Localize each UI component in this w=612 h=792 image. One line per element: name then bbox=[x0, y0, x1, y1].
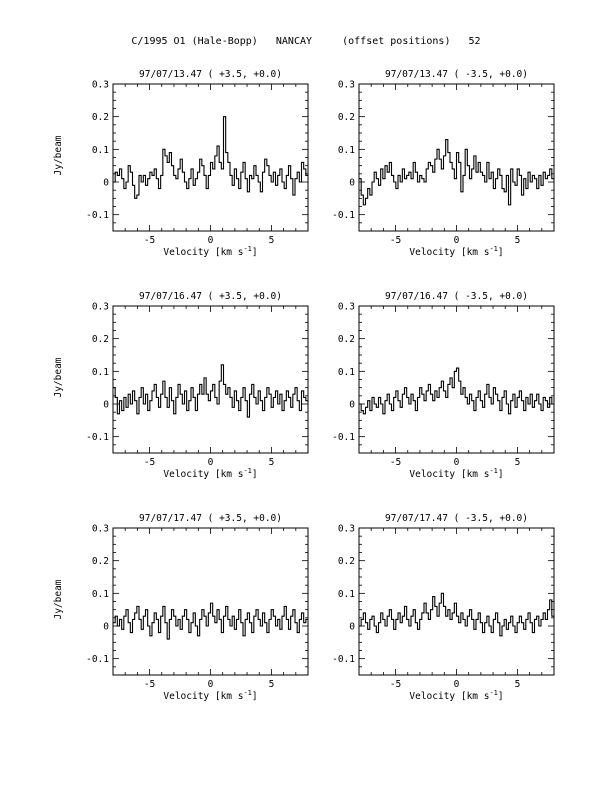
y-tick-label: 0.3 bbox=[338, 524, 355, 535]
y-tick-label: 0.2 bbox=[338, 556, 355, 567]
y-tick-label: -0.1 bbox=[332, 654, 355, 665]
plot-frame bbox=[112, 83, 309, 232]
y-tick-label: 0.3 bbox=[92, 302, 109, 313]
spectrum-line bbox=[359, 138, 554, 206]
panel-title: 97/07/13.47 ( +3.5, +0.0) bbox=[139, 69, 282, 80]
y-tick-label: -0.1 bbox=[86, 654, 109, 665]
y-tick-label: 0.1 bbox=[338, 367, 355, 378]
x-tick-label: 5 bbox=[515, 679, 521, 690]
y-tick-label: 0.2 bbox=[92, 334, 109, 345]
spectrum-line bbox=[113, 116, 308, 199]
y-tick-label: 0 bbox=[103, 400, 109, 411]
x-tick-label: -5 bbox=[390, 679, 401, 690]
y-tick-label: -0.1 bbox=[332, 432, 355, 443]
panel-title: 97/07/16.47 ( -3.5, +0.0) bbox=[385, 291, 528, 302]
x-tick-label: 5 bbox=[515, 235, 521, 246]
spectrum-panel: -0.1 0 0.1 0.2 0.3 -5 0 5 97/07/16.47 ( -3.5, +0… bbox=[332, 291, 555, 480]
y-tick-label: 0.3 bbox=[338, 302, 355, 313]
y-tick-label: -0.1 bbox=[86, 432, 109, 443]
y-tick-label: -0.1 bbox=[86, 210, 109, 221]
x-tick-label: -5 bbox=[390, 457, 401, 468]
x-tick-label: 0 bbox=[208, 679, 214, 690]
x-tick-label: -5 bbox=[390, 235, 401, 246]
y-tick-label: 0.2 bbox=[92, 112, 109, 123]
y-tick-label: 0.2 bbox=[338, 334, 355, 345]
y-axis-label: Jy/beam bbox=[53, 579, 64, 619]
x-axis-label: Velocity [km s-1] bbox=[163, 467, 257, 480]
x-axis-label: Velocity [km s-1] bbox=[409, 245, 503, 258]
panel-title: 97/07/16.47 ( +3.5, +0.0) bbox=[139, 291, 282, 302]
spectrum-line bbox=[359, 592, 554, 637]
page-title: C/1995 O1 (Hale-Bopp) NANCAY (offset pos… bbox=[131, 36, 481, 47]
spectrum-line bbox=[113, 364, 308, 418]
x-tick-label: 0 bbox=[208, 457, 214, 468]
x-axis-label: Velocity [km s-1] bbox=[409, 689, 503, 702]
x-axis-label: Velocity [km s-1] bbox=[163, 689, 257, 702]
panel-title: 97/07/13.47 ( -3.5, +0.0) bbox=[385, 69, 528, 80]
x-tick-label: 0 bbox=[454, 457, 460, 468]
y-tick-label: 0.2 bbox=[92, 556, 109, 567]
y-tick-label: 0 bbox=[103, 622, 109, 633]
y-tick-label: 0.3 bbox=[92, 80, 109, 91]
x-tick-label: 5 bbox=[269, 679, 275, 690]
spectrum-line bbox=[359, 367, 554, 415]
y-tick-label: 0 bbox=[349, 622, 355, 633]
y-tick-label: 0 bbox=[349, 178, 355, 189]
x-tick-label: -5 bbox=[144, 235, 155, 246]
x-tick-label: -5 bbox=[144, 679, 155, 690]
y-tick-label: 0.1 bbox=[338, 589, 355, 600]
y-axis-label: Jy/beam bbox=[53, 357, 64, 397]
y-tick-label: 0.2 bbox=[338, 112, 355, 123]
y-tick-label: 0 bbox=[103, 178, 109, 189]
y-tick-label: 0.1 bbox=[338, 145, 355, 156]
y-tick-label: 0.3 bbox=[92, 524, 109, 535]
x-tick-label: 5 bbox=[269, 235, 275, 246]
y-tick-label: 0.3 bbox=[338, 80, 355, 91]
x-axis-label: Velocity [km s-1] bbox=[409, 467, 503, 480]
x-tick-label: 0 bbox=[454, 679, 460, 690]
spectrum-panel: -0.1 0 0.1 0.2 0.3 -5 0 5 97/07/17.47 ( +3.5, +0… bbox=[53, 513, 309, 702]
panel-title: 97/07/17.47 ( -3.5, +0.0) bbox=[385, 513, 528, 524]
plot-frame bbox=[358, 305, 555, 454]
panel-title: 97/07/17.47 ( +3.5, +0.0) bbox=[139, 513, 282, 524]
y-tick-label: 0.1 bbox=[92, 589, 109, 600]
x-tick-label: 0 bbox=[454, 235, 460, 246]
y-tick-label: 0.1 bbox=[92, 145, 109, 156]
x-tick-label: 0 bbox=[208, 235, 214, 246]
x-axis-label: Velocity [km s-1] bbox=[163, 245, 257, 258]
y-tick-label: 0 bbox=[349, 400, 355, 411]
spectrum-line bbox=[113, 602, 308, 640]
x-tick-label: -5 bbox=[144, 457, 155, 468]
y-tick-label: -0.1 bbox=[332, 210, 355, 221]
spectrum-panel: -0.1 0 0.1 0.2 0.3 -5 0 5 97/07/13.47 ( -3.5, +0… bbox=[332, 69, 555, 258]
y-tick-label: 0.1 bbox=[92, 367, 109, 378]
y-axis-label: Jy/beam bbox=[53, 135, 64, 175]
spectrum-panel: -0.1 0 0.1 0.2 0.3 -5 0 5 97/07/13.47 ( +3.5, +0… bbox=[53, 69, 309, 258]
plot-frame bbox=[358, 527, 555, 676]
spectrum-panel: -0.1 0 0.1 0.2 0.3 -5 0 5 97/07/17.47 ( -3.5, +0… bbox=[332, 513, 555, 702]
spectrum-panel: -0.1 0 0.1 0.2 0.3 -5 0 5 97/07/16.47 ( +3.5, +0… bbox=[53, 291, 309, 480]
plot-frame bbox=[112, 305, 309, 454]
x-tick-label: 5 bbox=[515, 457, 521, 468]
x-tick-label: 5 bbox=[269, 457, 275, 468]
plot-frame bbox=[112, 527, 309, 676]
